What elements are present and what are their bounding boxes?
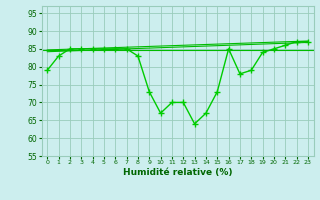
X-axis label: Humidité relative (%): Humidité relative (%) (123, 168, 232, 177)
